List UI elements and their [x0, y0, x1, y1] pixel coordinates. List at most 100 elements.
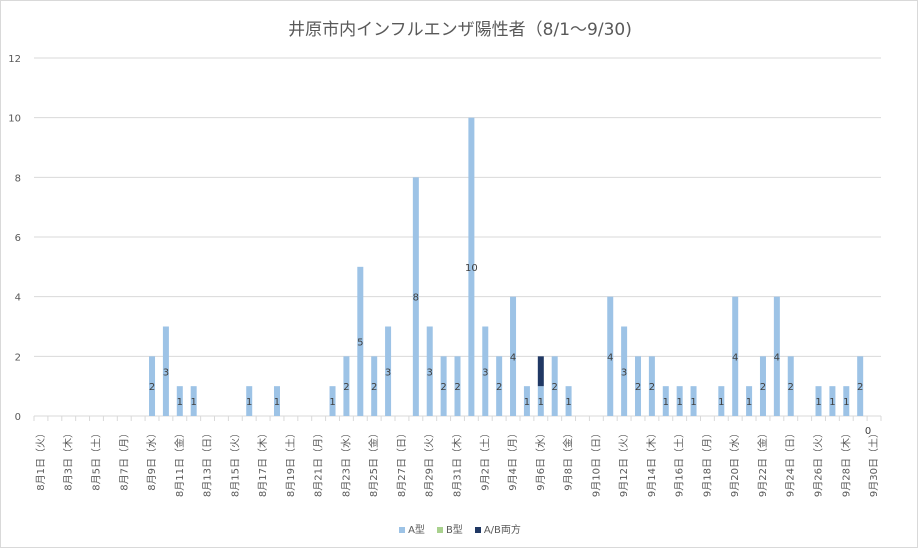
x-tick-label: 9月8日（金）: [562, 428, 575, 491]
bar-A型: [843, 386, 850, 416]
data-label: 2: [371, 382, 377, 393]
y-tick-label: 8: [15, 173, 21, 184]
bar-A型: [190, 386, 197, 416]
bar-A型: [176, 386, 183, 416]
bar-A型: [621, 326, 628, 416]
bar-A型: [440, 356, 447, 416]
x-tick-label: 8月27日（日）: [396, 428, 408, 497]
x-tick-label: 8月3日（木）: [63, 428, 75, 491]
x-tick-label: 9月20日（水）: [729, 428, 741, 497]
x-tick-label: 8月15日（火）: [229, 428, 241, 497]
data-label: 3: [427, 367, 433, 378]
data-label: 2: [149, 382, 155, 393]
x-tick-label: 9月18日（月）: [701, 428, 713, 497]
data-label: 4: [732, 352, 738, 363]
x-tick-label: 8月29日（火）: [424, 428, 436, 497]
data-label: 1: [177, 397, 183, 408]
x-tick-label: 8月13日（日）: [202, 428, 214, 497]
x-tick-label: 8月25日（金）: [367, 428, 380, 497]
bar-A型: [648, 356, 655, 416]
data-label: 2: [649, 382, 655, 393]
data-label: 1: [746, 397, 752, 408]
bar-A型: [162, 326, 169, 416]
bar-A型: [510, 296, 517, 416]
legend-swatch: [436, 527, 443, 533]
x-tick-label: 9月4日（月）: [507, 428, 519, 491]
data-label: 5: [357, 337, 363, 348]
data-label: 2: [440, 382, 446, 393]
bar-A型: [787, 356, 794, 416]
legend-item: A/B両方: [474, 521, 521, 536]
bar-A型: [371, 356, 378, 416]
data-label: 1: [329, 397, 335, 408]
data-label: 0: [865, 426, 871, 437]
data-label: 3: [482, 367, 488, 378]
x-tick-label: 9月24日（日）: [785, 428, 797, 497]
data-label: 4: [607, 352, 613, 363]
bar-A型: [537, 386, 544, 416]
data-label: 3: [163, 367, 169, 378]
bar-A型: [690, 386, 697, 416]
y-tick-label: 12: [8, 54, 21, 65]
x-tick-label: 9月28日（木）: [840, 428, 852, 497]
x-tick-label: 8月23日（水）: [340, 428, 352, 497]
bar-A型: [662, 386, 669, 416]
data-label: 1: [718, 397, 724, 408]
data-label: 1: [190, 397, 196, 408]
data-label: 1: [565, 397, 571, 408]
bar-A型: [746, 386, 753, 416]
bar-A型: [607, 296, 614, 416]
data-label: 2: [760, 382, 766, 393]
data-label: 3: [621, 367, 627, 378]
bar-A型: [482, 326, 489, 416]
legend: A型 B型 A/B両方: [1, 521, 917, 536]
bar-A型: [732, 296, 739, 416]
bar-A型: [357, 266, 364, 416]
bar-A型: [565, 386, 572, 416]
data-label: 2: [635, 382, 641, 393]
bar-A型: [343, 356, 350, 416]
bar-A型: [815, 386, 822, 416]
bar-A型: [718, 386, 725, 416]
x-tick-label: 9月12日（火）: [618, 428, 630, 497]
x-tick-label: 9月6日（水）: [535, 428, 547, 491]
x-tick-label: 9月2日（土）: [478, 428, 491, 491]
data-label: 1: [829, 397, 835, 408]
x-tick-label: 8月1日（火）: [35, 428, 47, 491]
legend-label: A/B両方: [483, 525, 521, 536]
data-label: 2: [496, 382, 502, 393]
data-label: 2: [343, 382, 349, 393]
x-tick-label: 9月16日（土）: [673, 428, 686, 497]
x-tick-label: 9月30日（土）: [867, 428, 880, 497]
data-label: 2: [552, 382, 558, 393]
chart-title: 井原市内インフルエンザ陽性者（8/1～9/30): [288, 20, 632, 40]
bar-A型: [523, 386, 530, 416]
bar-A型: [635, 356, 642, 416]
bar-A型: [426, 326, 433, 416]
bar-A型: [149, 356, 156, 416]
y-tick-label: 6: [15, 233, 21, 244]
legend-item: A型: [399, 521, 425, 536]
y-tick-label: 4: [15, 293, 21, 304]
x-tick-label: 9月14日（木）: [646, 428, 658, 497]
data-label: 2: [454, 382, 460, 393]
x-tick-label: 9月10日（日）: [590, 428, 602, 497]
bar-A型: [496, 356, 503, 416]
data-label: 8: [413, 293, 419, 304]
x-tick-label: 8月7日（月）: [118, 428, 130, 491]
data-label: 2: [857, 382, 863, 393]
bar-A型: [759, 356, 766, 416]
data-label: 1: [663, 397, 669, 408]
bar-A型: [329, 386, 336, 416]
data-label: 3: [385, 367, 391, 378]
legend-swatch: [474, 527, 481, 533]
x-tick-label: 8月19日（土）: [284, 428, 297, 497]
x-tick-label: 8月5日（土）: [89, 428, 102, 491]
data-label: 1: [274, 397, 280, 408]
data-label: 2: [788, 382, 794, 393]
x-tick-label: 9月22日（金）: [756, 428, 769, 497]
x-tick-label: 9月26日（火）: [813, 428, 825, 497]
data-label: 1: [524, 397, 530, 408]
legend-item: B型: [436, 521, 463, 536]
y-tick-label: 0: [15, 412, 21, 423]
